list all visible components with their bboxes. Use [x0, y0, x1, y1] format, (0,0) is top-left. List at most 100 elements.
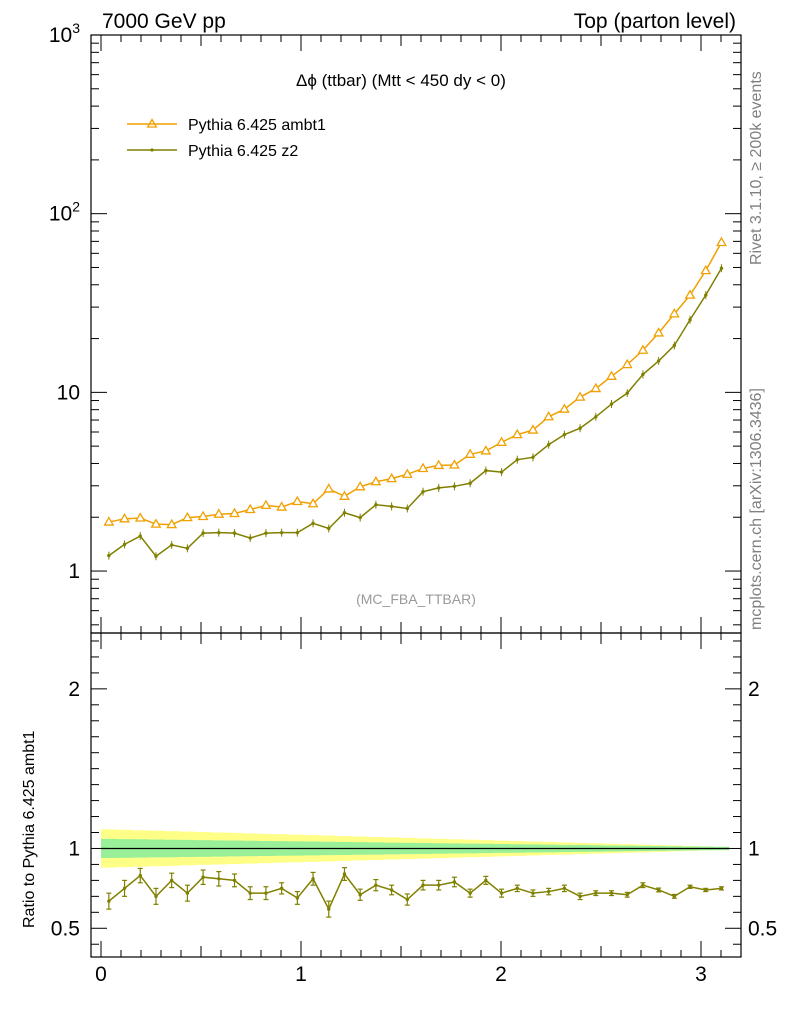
ambt1-triangle-point [260, 499, 272, 510]
ambt1-triangle-point [401, 468, 413, 478]
ambt1-triangle-point [668, 308, 680, 318]
ratio-point [327, 907, 331, 911]
ratio-y-axis-label: Ratio to Pythia 6.425 ambt1 [21, 730, 38, 928]
ambt1-triangle-point [527, 424, 539, 434]
series-line-ambt1 [108, 242, 723, 526]
z2-point [342, 511, 347, 515]
z2-point [531, 455, 535, 460]
z2-point [719, 266, 724, 270]
ratio-point [279, 886, 284, 891]
z2-point [468, 481, 472, 485]
ratio-point [531, 891, 535, 895]
ratio-panel: 0.5 0.5 1 1 2 2 Ratio to Pythia 6.425 ambt1 [21, 632, 777, 958]
ratio-point [122, 886, 127, 891]
z2-point [311, 521, 315, 525]
ratio-axis-ticks [91, 633, 742, 957]
ratio-point [374, 883, 378, 887]
ratio-point [295, 896, 300, 900]
z2-point [546, 442, 551, 447]
ambt1-triangle-point [213, 508, 225, 518]
z2-point [704, 293, 708, 297]
z2-point [656, 359, 661, 363]
ratio-y-tick-label-right: 1 [748, 837, 760, 860]
ratio-frame [90, 632, 742, 958]
z2-point [374, 503, 378, 507]
ratio-point [578, 894, 582, 899]
ratio-point [169, 878, 174, 883]
ambt1-triangle-point [134, 512, 146, 522]
tick-base: 10 [49, 24, 72, 47]
z2-point [185, 546, 190, 551]
header-left: 7000 GeV pp [102, 10, 226, 33]
z2-point [499, 470, 504, 474]
ambt1-triangle-point [590, 382, 602, 393]
ratio-point [594, 891, 598, 895]
z2-point [672, 343, 677, 348]
z2-point [421, 489, 425, 494]
ambt1-triangle-point [637, 344, 649, 354]
x-tick-labels: 0 1 2 3 [95, 963, 707, 986]
plot-title: Δϕ (ttbar) (Mtt < 450 dy < 0) [296, 71, 506, 90]
ratio-point [719, 886, 724, 891]
ratio-point [704, 888, 708, 892]
z2-point [327, 526, 331, 531]
ratio-point [546, 889, 551, 894]
z2-point [405, 506, 409, 511]
z2-point [452, 484, 457, 489]
ambt1-triangle-point [700, 264, 712, 275]
main-y-tick-label: 102 [49, 199, 80, 226]
ambt1-triangle-point [370, 475, 382, 486]
side-label-rivet: Rivet 3.1.10, ≥ 200k events [748, 71, 765, 265]
x-tick-label: 0 [95, 963, 107, 986]
ambt1-triangle-point [543, 410, 555, 421]
series-line-z2 [108, 267, 723, 558]
z2-point [437, 486, 441, 490]
ratio-point [342, 872, 347, 876]
z2-point [264, 531, 268, 535]
ambt1-triangle-point [291, 495, 303, 506]
z2-point [688, 318, 692, 322]
ambt1-triangle-point [417, 462, 429, 473]
ambt1-triangle-point [386, 472, 398, 483]
ambt1-triangle-point [307, 497, 319, 508]
ratio-series-line-z2 [108, 872, 722, 911]
ratio-point [389, 888, 394, 892]
ambt1-triangle-point [653, 327, 665, 337]
plot-title-symbol: Δϕ [296, 71, 317, 90]
z2-point [295, 530, 300, 535]
ambt1-triangle-point [244, 503, 256, 514]
legend-dot-marker [150, 148, 154, 152]
z2-point [578, 426, 582, 430]
z2-point [107, 553, 111, 558]
tick-exponent: 3 [72, 20, 80, 36]
z2-point [641, 372, 645, 377]
ratio-point [248, 891, 252, 895]
ambt1-triangle-point [496, 436, 507, 447]
z2-point [625, 391, 629, 395]
z2-point [609, 402, 614, 406]
ratio-point [515, 886, 519, 891]
tick-base: 10 [49, 203, 72, 226]
ratio-point [437, 883, 441, 887]
ambt1-triangle-point [621, 358, 633, 369]
legend: Pythia 6.425 ambt1 Pythia 6.425 z2 [127, 117, 326, 160]
analysis-reference: (MC_FBA_TTBAR) [356, 591, 476, 607]
z2-point [201, 531, 205, 535]
z2-point [248, 536, 252, 540]
ambt1-triangle-point [433, 459, 445, 470]
ratio-point [656, 888, 661, 892]
ratio-point [232, 878, 237, 883]
z2-point [169, 543, 174, 547]
ratio-point [201, 875, 205, 879]
ambt1-triangle-point [276, 501, 288, 511]
ambt1-triangle-point [197, 510, 209, 521]
ratio-point [562, 886, 567, 891]
ratio-point [688, 885, 692, 889]
ambt1-triangle-point [606, 370, 617, 380]
ratio-point [405, 897, 409, 902]
ambt1-triangle-point [150, 518, 162, 528]
z2-point [562, 432, 567, 437]
main-y-tick-label: 1 [68, 560, 80, 583]
